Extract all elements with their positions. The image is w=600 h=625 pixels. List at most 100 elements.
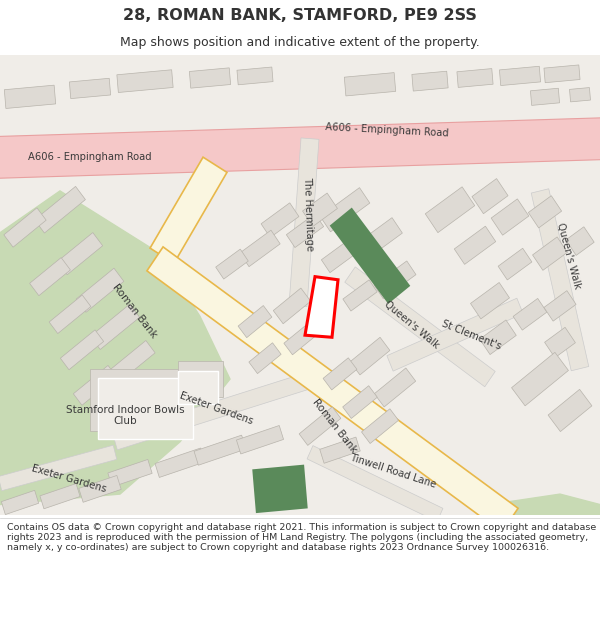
Polygon shape (49, 295, 91, 334)
Polygon shape (566, 227, 594, 256)
Polygon shape (343, 386, 377, 419)
Polygon shape (307, 446, 443, 522)
Polygon shape (470, 282, 509, 319)
Polygon shape (322, 239, 359, 272)
Text: Queen's Walk: Queen's Walk (555, 222, 582, 290)
Polygon shape (480, 320, 516, 354)
Polygon shape (457, 69, 493, 88)
Polygon shape (345, 267, 495, 387)
Text: Contains OS data © Crown copyright and database right 2021. This information is : Contains OS data © Crown copyright and d… (7, 522, 596, 552)
Polygon shape (121, 376, 169, 420)
Polygon shape (58, 232, 103, 275)
Text: Roman Bank: Roman Bank (310, 398, 358, 455)
Text: A606 - Empingham Road: A606 - Empingham Road (28, 152, 152, 162)
Polygon shape (286, 214, 323, 248)
Polygon shape (4, 85, 56, 109)
Text: Tinwell Road Lane: Tinwell Road Lane (348, 452, 437, 490)
Text: A606 - Empingham Road: A606 - Empingham Road (325, 122, 449, 139)
Polygon shape (155, 448, 205, 478)
Text: Map shows position and indicative extent of the property.: Map shows position and indicative extent… (120, 36, 480, 49)
Polygon shape (29, 258, 70, 296)
Polygon shape (344, 72, 395, 96)
Polygon shape (273, 288, 311, 324)
Polygon shape (472, 179, 508, 214)
Polygon shape (320, 437, 360, 463)
Polygon shape (544, 65, 580, 82)
Polygon shape (425, 187, 475, 232)
Polygon shape (0, 445, 117, 491)
Text: Queen's Walk: Queen's Walk (382, 299, 440, 351)
Polygon shape (113, 369, 322, 450)
Text: Stamford Indoor Bowls
Club: Stamford Indoor Bowls Club (65, 405, 184, 426)
Polygon shape (330, 208, 410, 304)
Polygon shape (499, 66, 541, 86)
Polygon shape (147, 247, 518, 532)
Polygon shape (305, 277, 338, 338)
Polygon shape (97, 378, 193, 439)
Polygon shape (513, 298, 547, 330)
Polygon shape (0, 118, 600, 178)
Text: Exeter Gardens: Exeter Gardens (30, 463, 107, 494)
Polygon shape (237, 67, 273, 85)
Polygon shape (512, 352, 568, 406)
Polygon shape (117, 70, 173, 92)
Polygon shape (261, 203, 299, 238)
Polygon shape (289, 138, 319, 307)
Polygon shape (105, 341, 155, 386)
Text: The Hermitage: The Hermitage (302, 177, 314, 251)
Polygon shape (4, 208, 46, 248)
Polygon shape (529, 196, 562, 228)
Polygon shape (374, 261, 416, 299)
Polygon shape (178, 371, 218, 404)
Polygon shape (40, 484, 80, 509)
Polygon shape (530, 88, 560, 106)
Polygon shape (252, 464, 308, 513)
Polygon shape (343, 280, 377, 311)
Polygon shape (412, 71, 448, 91)
Polygon shape (249, 342, 281, 374)
Polygon shape (323, 357, 357, 390)
Polygon shape (1, 491, 38, 514)
Text: Roman Bank: Roman Bank (110, 282, 158, 340)
Polygon shape (91, 304, 140, 349)
Polygon shape (215, 249, 248, 279)
Polygon shape (284, 324, 316, 355)
Polygon shape (236, 426, 284, 454)
Polygon shape (548, 389, 592, 432)
Polygon shape (108, 459, 152, 487)
Polygon shape (350, 338, 390, 375)
Polygon shape (498, 248, 532, 280)
Polygon shape (299, 407, 341, 446)
Polygon shape (238, 306, 272, 338)
Polygon shape (150, 157, 227, 263)
Polygon shape (569, 88, 590, 102)
Polygon shape (387, 298, 523, 371)
Polygon shape (374, 368, 416, 407)
Polygon shape (454, 226, 496, 264)
Polygon shape (490, 494, 600, 515)
Polygon shape (190, 68, 230, 88)
Polygon shape (35, 186, 85, 233)
Polygon shape (73, 366, 116, 405)
Polygon shape (545, 328, 575, 357)
Text: Exeter Gardens: Exeter Gardens (178, 391, 254, 426)
Polygon shape (544, 291, 576, 321)
Polygon shape (491, 199, 529, 235)
Polygon shape (362, 409, 398, 444)
Polygon shape (70, 78, 110, 99)
Polygon shape (358, 217, 403, 258)
Text: St Clement's: St Clement's (440, 319, 502, 352)
Polygon shape (79, 476, 121, 502)
Polygon shape (533, 237, 568, 271)
Polygon shape (320, 188, 370, 232)
Polygon shape (531, 189, 589, 371)
Text: 28, ROMAN BANK, STAMFORD, PE9 2SS: 28, ROMAN BANK, STAMFORD, PE9 2SS (123, 8, 477, 23)
Polygon shape (76, 268, 124, 312)
Polygon shape (240, 230, 280, 267)
Polygon shape (61, 330, 104, 370)
Polygon shape (302, 193, 337, 226)
Polygon shape (178, 361, 223, 398)
Polygon shape (90, 369, 190, 431)
Polygon shape (194, 435, 246, 465)
Polygon shape (0, 191, 230, 504)
